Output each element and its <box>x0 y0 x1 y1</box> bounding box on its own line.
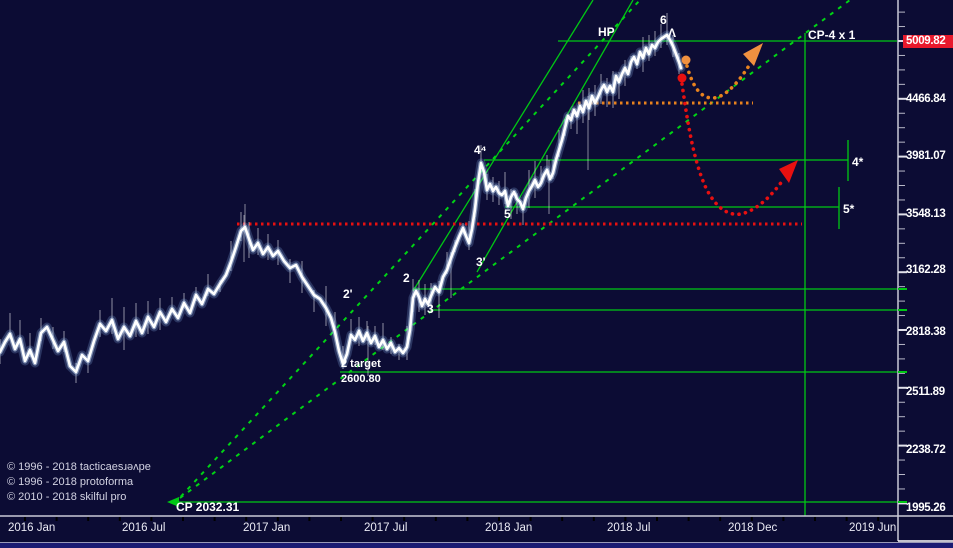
red-arrowhead-icon <box>779 160 798 183</box>
label-5: 5 <box>504 207 511 221</box>
label-2target: 2 target <box>341 358 381 370</box>
date-axis-label: 2016 Jan <box>8 522 56 534</box>
price-axis-label: 3548.13 <box>906 208 946 220</box>
red-projection-curve <box>680 82 785 217</box>
red-projection-dot <box>677 73 687 83</box>
date-axis-label: 2018 Dec <box>728 522 778 534</box>
dashed-trend-line <box>173 0 641 505</box>
date-axis-label: 2019 Jun <box>849 522 897 534</box>
date-axis-label: 2018 Jul <box>607 522 651 534</box>
copyright-line: © 1996 - 2018 protoforma <box>7 476 134 488</box>
label-peak-caret: Λ <box>668 26 677 40</box>
label-4prime: 4⁴ <box>474 143 487 157</box>
price-line <box>0 33 683 374</box>
price-axis-label: 2238.72 <box>906 444 946 456</box>
price-axis-label: 4466.84 <box>906 93 946 105</box>
label-cp4x1: CP-4 x 1 <box>808 28 856 42</box>
orange-projection-dot <box>681 55 691 65</box>
orange-projection-curve <box>685 62 752 100</box>
date-axis-label: 2017 Jul <box>364 522 408 534</box>
date-axis-label: 2016 Jul <box>122 522 166 534</box>
trend-line <box>476 0 634 273</box>
cp-left-arrow-icon <box>167 497 179 507</box>
label-cp: CP 2032.31 <box>176 500 240 514</box>
current-price-label: 5009.82 <box>903 35 953 48</box>
label-3prime: 3' <box>476 255 486 269</box>
price-axis-label: 2511.89 <box>906 386 945 398</box>
price-axis-label: 3981.07 <box>906 150 946 162</box>
label-2prime: 2' <box>343 287 353 301</box>
label-hp: HP <box>598 25 615 39</box>
label-5dblprime: 5* <box>843 202 855 216</box>
label-4dblprime: 4* <box>852 155 864 169</box>
price-line <box>0 30 686 377</box>
price-axis-label: 1995.26 <box>906 502 946 514</box>
price-axis-label: 3162.28 <box>906 264 946 276</box>
window-bottom-bar <box>0 542 953 548</box>
label-2target-val: 2600.80 <box>341 373 381 385</box>
copyright-line: © 1996 - 2018 tacticaesɹǝʌpe <box>7 461 151 473</box>
copyright-block: © 1996 - 2018 tacticaesɹǝʌpe © 1996 - 20… <box>7 460 151 505</box>
copyright-line: © 2010 - 2018 skilful pro <box>7 491 127 503</box>
label-6: 6 <box>660 13 667 27</box>
price-axis-label: 2818.38 <box>906 326 946 338</box>
date-axis-label: 2018 Jan <box>485 522 533 534</box>
label-3: 3 <box>427 302 434 316</box>
trend-line <box>412 0 594 292</box>
date-axis-label: 2017 Jan <box>243 522 291 534</box>
label-2: 2 <box>403 271 410 285</box>
orange-arrowhead-icon <box>743 43 763 66</box>
